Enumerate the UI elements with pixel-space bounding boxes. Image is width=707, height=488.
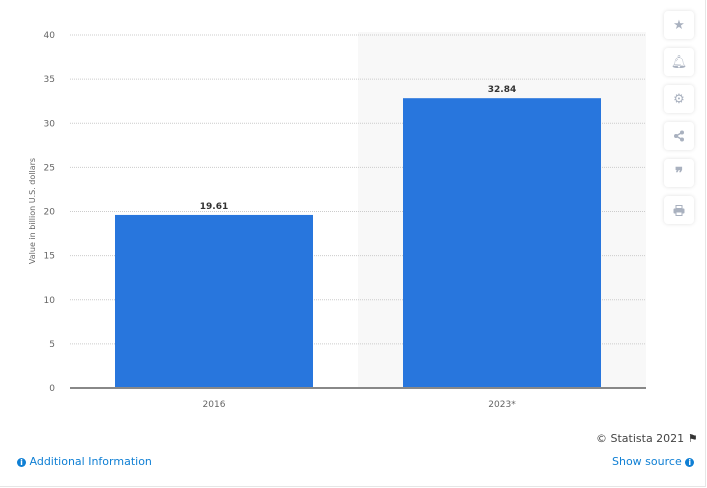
y-tick-label: 15 (44, 252, 55, 262)
settings-button[interactable]: ⚙ (664, 85, 694, 113)
bar (403, 98, 601, 388)
bar-chart: 0 5 10 15 20 25 30 35 40 19.61 2016 32.84 2023* Value… (28, 31, 646, 410)
y-tick-label: 25 (44, 163, 55, 173)
copyright-text: © Statista 2021 (596, 432, 685, 445)
y-tick-label: 40 (44, 31, 56, 41)
show-source-link[interactable]: Show source i (612, 455, 695, 468)
print-icon (673, 204, 685, 216)
info-icon: i (17, 458, 26, 467)
y-tick-label: 20 (44, 208, 56, 218)
show-source-label: Show source (612, 455, 682, 468)
y-tick-label: 0 (49, 384, 55, 394)
info-icon: i (685, 458, 695, 467)
share-button[interactable] (664, 122, 694, 150)
y-tick-label: 10 (44, 296, 56, 306)
additional-information-label: Additional Information (29, 455, 152, 468)
notification-button[interactable]: 🔔︎ (664, 48, 694, 76)
additional-information-link[interactable]: i Additional Information (17, 455, 152, 468)
data-label: 19.61 (200, 202, 228, 212)
quote-icon: ❞ (674, 165, 684, 182)
cite-button[interactable]: ❞ (664, 159, 694, 187)
y-tick-label: 35 (44, 75, 55, 85)
y-tick-label: 5 (49, 340, 55, 350)
gear-icon: ⚙ (673, 91, 685, 106)
favorite-button[interactable]: ★ (664, 11, 694, 39)
bar (115, 214, 313, 388)
bell-icon: 🔔︎ (670, 54, 688, 69)
data-label: 32.84 (488, 85, 516, 95)
x-tick-label: 2016 (203, 400, 226, 410)
star-icon: ★ (673, 17, 685, 32)
share-icon (674, 130, 684, 142)
copyright: © Statista 2021 ⚑ (596, 432, 698, 445)
x-tick-label: 2023* (488, 400, 516, 410)
y-tick-label: 30 (44, 119, 56, 129)
flag-icon[interactable]: ⚑ (687, 432, 698, 445)
print-button[interactable] (664, 196, 694, 224)
y-axis-label: Value in billion U.S. dollars (28, 158, 37, 264)
